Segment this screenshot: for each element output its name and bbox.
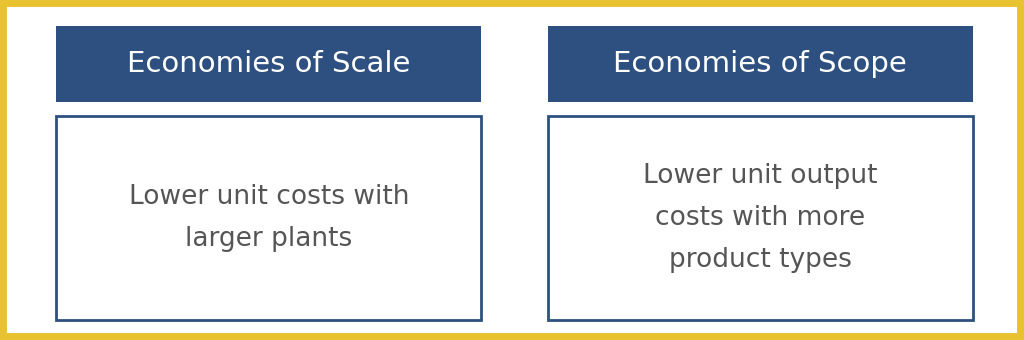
FancyBboxPatch shape [548, 26, 973, 102]
FancyBboxPatch shape [548, 116, 973, 320]
Text: Economies of Scale: Economies of Scale [127, 50, 411, 78]
FancyBboxPatch shape [56, 26, 481, 102]
Text: Economies of Scope: Economies of Scope [613, 50, 907, 78]
Text: Lower unit output
costs with more
product types: Lower unit output costs with more produc… [643, 163, 878, 273]
FancyBboxPatch shape [56, 116, 481, 320]
Text: Lower unit costs with
larger plants: Lower unit costs with larger plants [129, 184, 409, 252]
